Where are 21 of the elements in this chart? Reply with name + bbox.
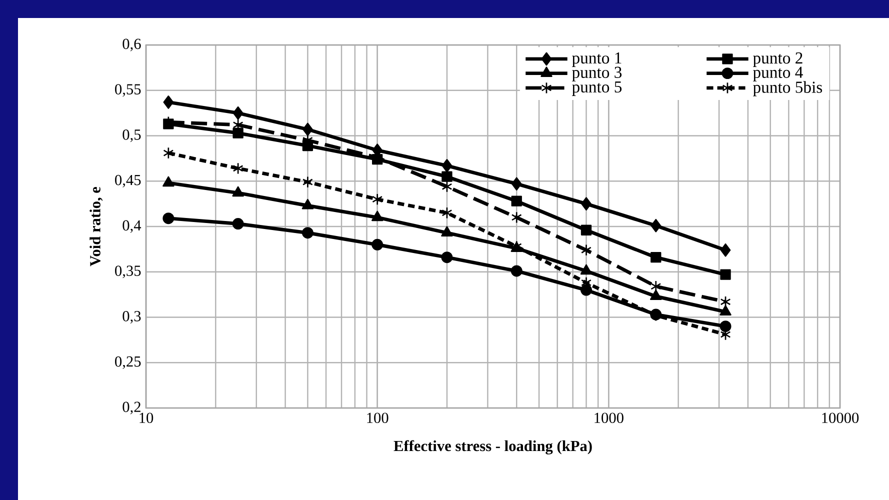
legend-label: punto 5bis [753,81,822,96]
y-tick-label: 0,55 [115,84,141,97]
y-tick-label: 0,6 [122,38,141,52]
x-tick-label: 100 [367,412,388,424]
x-axis-title: Effective stress - loading (kPa) [394,440,592,454]
legend-label: punto 5 [572,81,622,96]
y-tick-label: 0,4 [122,220,142,233]
legend-label: punto 1 [572,52,622,67]
legend-label: punto 2 [753,52,802,68]
y-tick-label: 0,35 [115,266,141,278]
y-tick-label: 0,25 [115,356,141,369]
x-tick-label: 10000 [822,412,859,424]
x-tick-label: 10 [140,412,154,424]
y-tick-label: 0,45 [115,174,141,188]
legend-label: punto 3 [572,66,622,82]
legend-label: punto 4 [753,66,803,82]
x-tick-label: 1000 [594,412,624,424]
y-tick-label: 0,3 [122,310,141,324]
y-tick-label: 0,5 [122,129,141,142]
y-axis-title: Void ratio, e [90,186,103,266]
y-tick-label: 0,2 [122,402,140,414]
